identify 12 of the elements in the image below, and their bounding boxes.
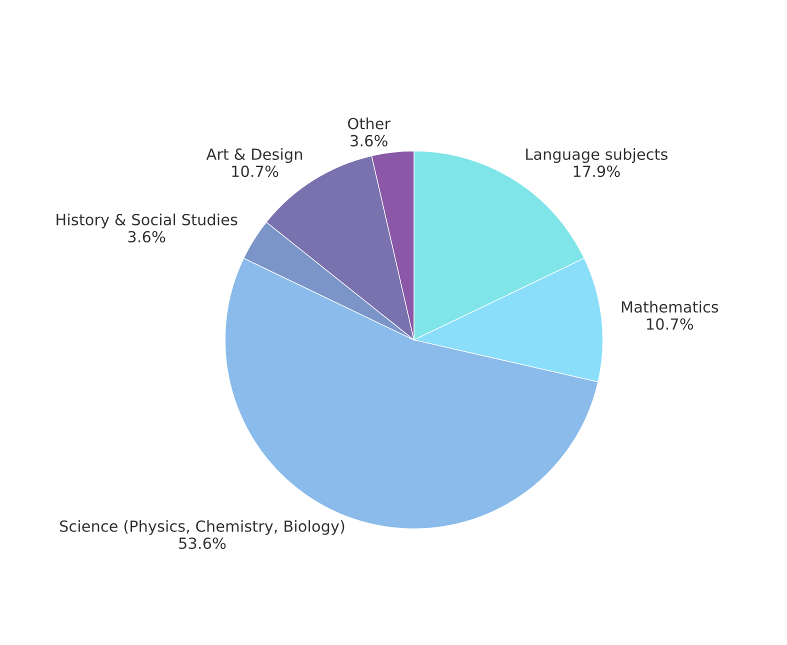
slice-label: Other [348,118,391,130]
data-label: 53.6% [179,537,226,550]
data-label: 3.6% [128,230,166,243]
slice-label: Language subjects [526,148,668,163]
data-label: 3.6% [350,134,388,146]
slice-label: Science (Physics, Chemistry, Biology) [60,520,344,535]
data-label: 17.9% [574,166,620,178]
slice-label: History & Social Studies [56,214,238,228]
data-label: 10.7% [647,318,694,330]
data-label: 10.7% [232,166,278,178]
slice-label: Art & Design [206,148,302,163]
slice-label: Mathematics [622,300,718,313]
